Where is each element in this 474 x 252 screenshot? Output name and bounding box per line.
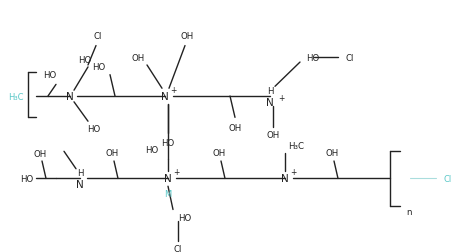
Text: OH: OH xyxy=(266,131,280,140)
Text: Cl: Cl xyxy=(346,53,355,62)
Text: OH: OH xyxy=(105,148,118,157)
Text: N: N xyxy=(161,92,169,102)
Text: OH: OH xyxy=(212,148,226,157)
Text: N: N xyxy=(266,98,274,107)
Text: N: N xyxy=(164,174,172,184)
Text: n: n xyxy=(406,207,411,216)
Text: HO: HO xyxy=(78,55,91,65)
Text: N: N xyxy=(76,180,84,190)
Text: HO: HO xyxy=(306,53,319,62)
Text: N: N xyxy=(66,92,74,102)
Text: H: H xyxy=(267,86,273,95)
Text: Cl: Cl xyxy=(444,174,452,183)
Text: N: N xyxy=(281,174,289,184)
Text: OH: OH xyxy=(132,53,145,62)
Text: +: + xyxy=(278,94,284,103)
Text: OH: OH xyxy=(228,123,242,132)
Text: Cl: Cl xyxy=(94,32,102,41)
Text: +: + xyxy=(170,85,176,94)
Text: H: H xyxy=(77,169,83,177)
Text: +: + xyxy=(173,168,179,176)
Text: Cl: Cl xyxy=(174,244,182,252)
Text: H₃C: H₃C xyxy=(288,141,304,150)
Text: HO: HO xyxy=(20,174,33,183)
Text: OH: OH xyxy=(325,148,338,157)
Text: HO: HO xyxy=(161,139,174,147)
Text: HO: HO xyxy=(87,125,100,134)
Text: M: M xyxy=(164,190,172,199)
Text: HO: HO xyxy=(178,213,191,222)
Text: OH: OH xyxy=(33,149,46,158)
Text: OH: OH xyxy=(181,32,193,41)
Text: HO: HO xyxy=(92,63,105,72)
Text: +: + xyxy=(290,168,296,176)
Text: HO: HO xyxy=(44,71,56,80)
Text: HO: HO xyxy=(145,145,158,154)
Text: H₃C: H₃C xyxy=(9,92,24,101)
